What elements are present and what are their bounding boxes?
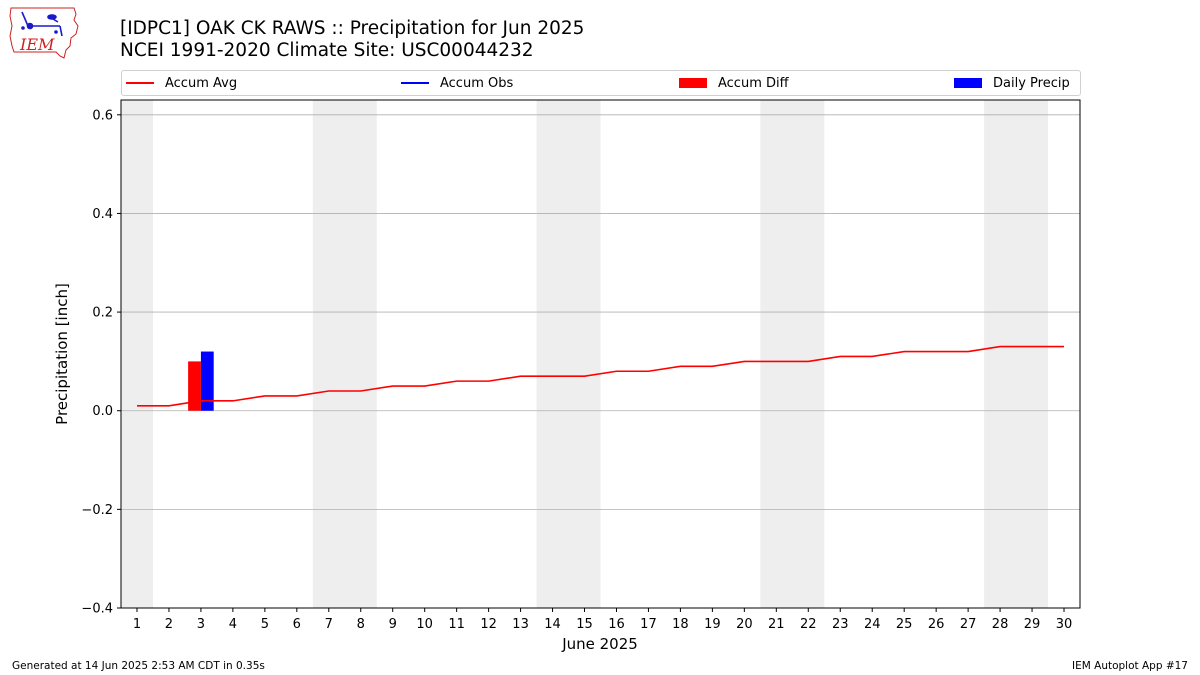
x-tick-label-19: 20: [736, 617, 753, 632]
x-tick-label-6: 7: [325, 617, 333, 632]
weekend-shade-0: [121, 100, 153, 608]
x-tick-label-13: 14: [544, 617, 561, 632]
legend-accum-obs-label: Accum Obs: [440, 75, 514, 91]
x-tick-label-11: 12: [480, 617, 497, 632]
y-axis-ticks: −0.4 −0.2 0.0 0.2 0.4 0.6: [81, 108, 121, 617]
bars: [188, 351, 214, 411]
x-tick-label-9: 10: [416, 617, 433, 632]
iem-logo: IEM: [9, 7, 79, 59]
x-tick-label-18: 19: [704, 617, 721, 632]
x-tick-label-26: 27: [960, 617, 977, 632]
x-tick-label-1: 2: [165, 617, 173, 632]
generated-timestamp: Generated at 14 Jun 2025 2:53 AM CDT in …: [12, 660, 265, 672]
daily-precip-bar-0: [200, 351, 214, 411]
x-tick-label-16: 17: [640, 617, 657, 632]
legend: Accum Avg Accum Obs Accum Diff Daily Pre…: [121, 70, 1081, 96]
x-tick-label-29: 30: [1056, 617, 1073, 632]
x-tick-label-28: 29: [1024, 617, 1041, 632]
legend-daily-precip: Daily Precip: [954, 71, 1070, 95]
legend-accum-avg-label: Accum Avg: [165, 75, 238, 91]
iowa-outline-icon: [9, 7, 79, 59]
x-tick-label-8: 9: [389, 617, 397, 632]
x-tick-label-21: 22: [800, 617, 817, 632]
weather-mark-icon: [21, 11, 63, 37]
title-line-1: [IDPC1] OAK CK RAWS :: Precipitation for…: [120, 18, 585, 39]
y-tick-label-4: 0.4: [92, 207, 113, 222]
x-tick-label-5: 6: [293, 617, 301, 632]
legend-accum-obs: Accum Obs: [401, 71, 513, 95]
accum-avg-line-layer: [136, 345, 1065, 407]
x-tick-label-15: 16: [608, 617, 625, 632]
x-tick-label-12: 13: [512, 617, 529, 632]
x-tick-label-0: 1: [133, 617, 141, 632]
x-tick-label-3: 4: [229, 617, 237, 632]
legend-accum-avg: Accum Avg: [126, 71, 237, 95]
legend-red-line-swatch: [126, 82, 154, 84]
plot-frame: [120, 99, 1081, 609]
legend-blue-line-swatch: [401, 82, 429, 84]
y-tick-label-0: −0.4: [81, 602, 113, 617]
legend-accum-diff-label: Accum Diff: [718, 75, 789, 91]
x-tick-label-10: 11: [448, 617, 465, 632]
x-tick-label-14: 15: [576, 617, 593, 632]
x-tick-label-24: 25: [896, 617, 913, 632]
y-tick-label-5: 0.6: [92, 108, 113, 123]
x-tick-label-27: 28: [992, 617, 1009, 632]
weekend-shade-4: [984, 100, 1049, 608]
x-tick-label-20: 21: [768, 617, 785, 632]
legend-red-box-swatch: [679, 78, 707, 88]
weekend-shade-2: [536, 100, 601, 608]
legend-blue-box-swatch: [954, 78, 982, 88]
accum-avg-line: [136, 345, 1065, 407]
title-line-2: NCEI 1991-2020 Climate Site: USC00044232: [120, 40, 534, 61]
y-tick-label-3: 0.2: [92, 306, 113, 321]
x-tick-label-25: 26: [928, 617, 945, 632]
x-tick-label-22: 23: [832, 617, 849, 632]
y-axis-label: Precipitation [inch]: [53, 283, 71, 425]
x-tick-label-4: 5: [261, 617, 269, 632]
weekend-shade-3: [760, 100, 825, 608]
accum-diff-bar-0: [188, 361, 201, 411]
x-tick-label-17: 18: [672, 617, 689, 632]
y-tick-label-2: 0.0: [92, 404, 113, 419]
x-tick-label-23: 24: [864, 617, 881, 632]
x-tick-label-2: 3: [197, 617, 205, 632]
x-axis-label: June 2025: [562, 635, 638, 653]
weekend-shade-1: [312, 100, 377, 608]
app-id: IEM Autoplot App #17: [1072, 660, 1188, 672]
weekend-shading: [121, 100, 1049, 608]
iem-logo-text: IEM: [19, 35, 55, 54]
x-tick-label-7: 8: [357, 617, 365, 632]
legend-accum-diff: Accum Diff: [679, 71, 789, 95]
legend-daily-precip-label: Daily Precip: [993, 75, 1070, 91]
y-tick-label-1: −0.2: [81, 503, 113, 518]
chart-title: [IDPC1] OAK CK RAWS :: Precipitation for…: [120, 18, 584, 62]
x-axis-ticks: 1 2 3 4 5 6 7 8 9 10 11 12 13 14 15 16 17 18 19 20 21 22 23 24 2…: [133, 608, 1072, 632]
